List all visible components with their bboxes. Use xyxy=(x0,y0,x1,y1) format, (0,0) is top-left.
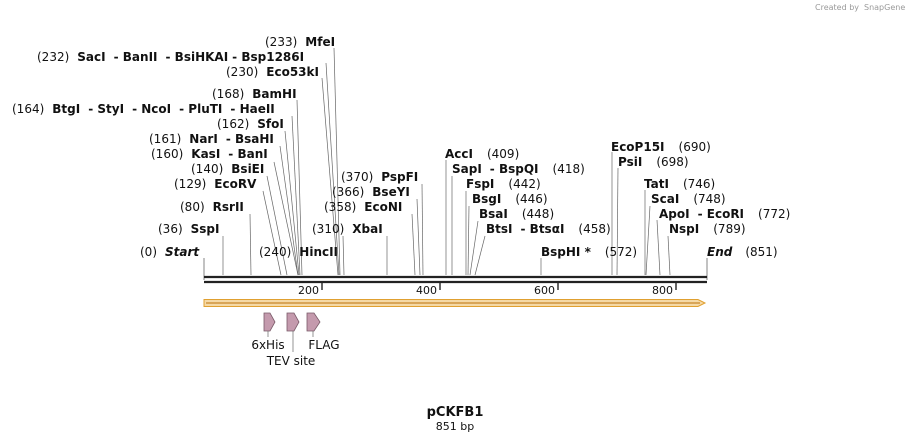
plasmid-name: pCKFB1 xyxy=(427,405,484,420)
feature-label-flag: FLAG xyxy=(308,338,339,352)
site-econi[interactable]: (358) EcoNI xyxy=(324,200,402,214)
feature-6xhis-arrow[interactable] xyxy=(263,312,276,332)
tick-600: 600 xyxy=(534,284,555,297)
site-kasi[interactable]: (160) KasI - BanI xyxy=(151,147,268,161)
site-ecop15i[interactable]: EcoP15I (690) xyxy=(611,140,711,154)
end-label: End (851) xyxy=(707,245,778,259)
leader-lines xyxy=(222,47,671,276)
site-saci-group[interactable]: (232) SacI - BanII - BsiHKAI - Bsp1286I xyxy=(37,50,304,64)
site-nari[interactable]: (161) NarI - BsaHI xyxy=(149,132,274,146)
credit-text: Created by xyxy=(815,3,859,12)
plasmid-length: 851 bp xyxy=(436,420,474,433)
site-bsphi[interactable]: BspHI * (572) xyxy=(541,245,637,259)
site-scai[interactable]: ScaI (748) xyxy=(651,192,726,206)
ruler-ticks xyxy=(321,283,677,290)
site-sapi[interactable]: SapI - BspQI (418) xyxy=(452,162,585,176)
start-label: (0) Start xyxy=(140,245,200,259)
site-sfoi[interactable]: (162) SfoI xyxy=(217,117,284,131)
site-rsrii[interactable]: (80) RsrII xyxy=(180,200,244,214)
tick-200: 200 xyxy=(298,284,319,297)
site-bsai[interactable]: BsaI (448) xyxy=(479,207,554,221)
site-pspfi[interactable]: (370) PspFI xyxy=(341,170,418,184)
site-btgi-group[interactable]: (164) BtgI - StyI - NcoI - PluTI - HaeII xyxy=(12,102,275,116)
site-fspi[interactable]: FspI (442) xyxy=(466,177,541,191)
site-btsi[interactable]: BtsI - BtsαI (458) xyxy=(486,222,611,236)
snapgene-logo: SnapGene xyxy=(864,3,905,12)
site-nspi[interactable]: NspI (789) xyxy=(669,222,746,236)
site-acci[interactable]: AccI (409) xyxy=(445,147,519,161)
site-bsgi[interactable]: BsgI (446) xyxy=(472,192,548,206)
site-eco53ki[interactable]: (230) Eco53kI xyxy=(226,65,319,79)
site-mfei[interactable]: (233) MfeI xyxy=(265,35,335,49)
site-psii[interactable]: PsiI (698) xyxy=(618,155,689,169)
site-apoi[interactable]: ApoI - EcoRI (772) xyxy=(659,207,790,221)
site-xbai[interactable]: (310) XbaI xyxy=(312,222,383,236)
site-tati[interactable]: TatI (746) xyxy=(644,177,715,191)
tick-800: 800 xyxy=(652,284,673,297)
site-sspi[interactable]: (36) SspI xyxy=(158,222,219,236)
feature-label-tev: TEV site xyxy=(266,354,316,368)
site-bseyi[interactable]: (366) BseYI xyxy=(332,185,410,199)
site-ecorv[interactable]: (129) EcoRV xyxy=(174,177,257,191)
site-hincii[interactable]: (240) HincII xyxy=(259,245,338,259)
feature-tev-arrow[interactable] xyxy=(286,312,300,332)
site-bsiei[interactable]: (140) BsiEI xyxy=(191,162,264,176)
site-bamhi[interactable]: (168) BamHI xyxy=(212,87,297,101)
feature-label-6xhis: 6xHis xyxy=(251,338,284,352)
tick-400: 400 xyxy=(416,284,437,297)
feature-flag-arrow[interactable] xyxy=(306,312,321,332)
